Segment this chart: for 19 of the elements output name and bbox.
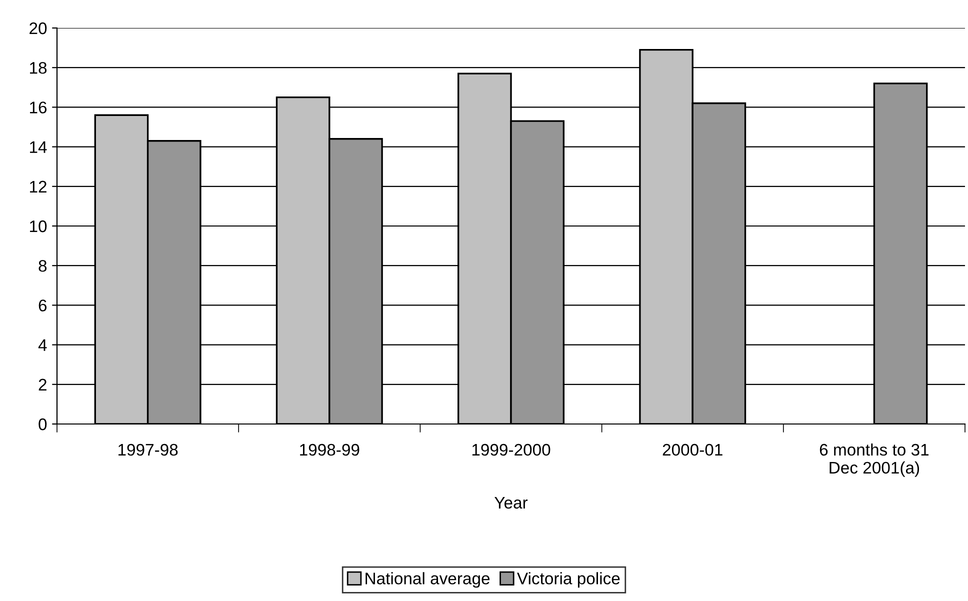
y-tick-label: 16: [30, 102, 47, 114]
y-tick-label: 12: [30, 180, 46, 192]
y-tick-label: 2: [38, 378, 46, 390]
y-tick-label: 14: [30, 141, 47, 153]
y-tick-label: 0: [38, 418, 47, 430]
y-tick-label: 8: [38, 260, 47, 272]
y-tick-label: 10: [30, 220, 47, 232]
y-tick-label: 18: [30, 62, 47, 74]
x-tick-label: 6 months to 31 Dec 2001(a): [820, 443, 929, 477]
x-tick-label: 1997-98: [118, 444, 178, 456]
x-axis-title: Year: [494, 496, 528, 509]
y-tick-label: 20: [30, 22, 47, 34]
legend-label: Victoria police: [517, 572, 620, 588]
y-tick-label: 4: [38, 339, 47, 351]
y-tick-label: 6: [38, 300, 47, 312]
x-tick-label: 1998-99: [300, 444, 360, 456]
x-tick-label: 2000-01: [662, 444, 722, 456]
x-tick-label: 1999-2000: [472, 444, 550, 456]
legend-label: National average: [366, 572, 490, 588]
